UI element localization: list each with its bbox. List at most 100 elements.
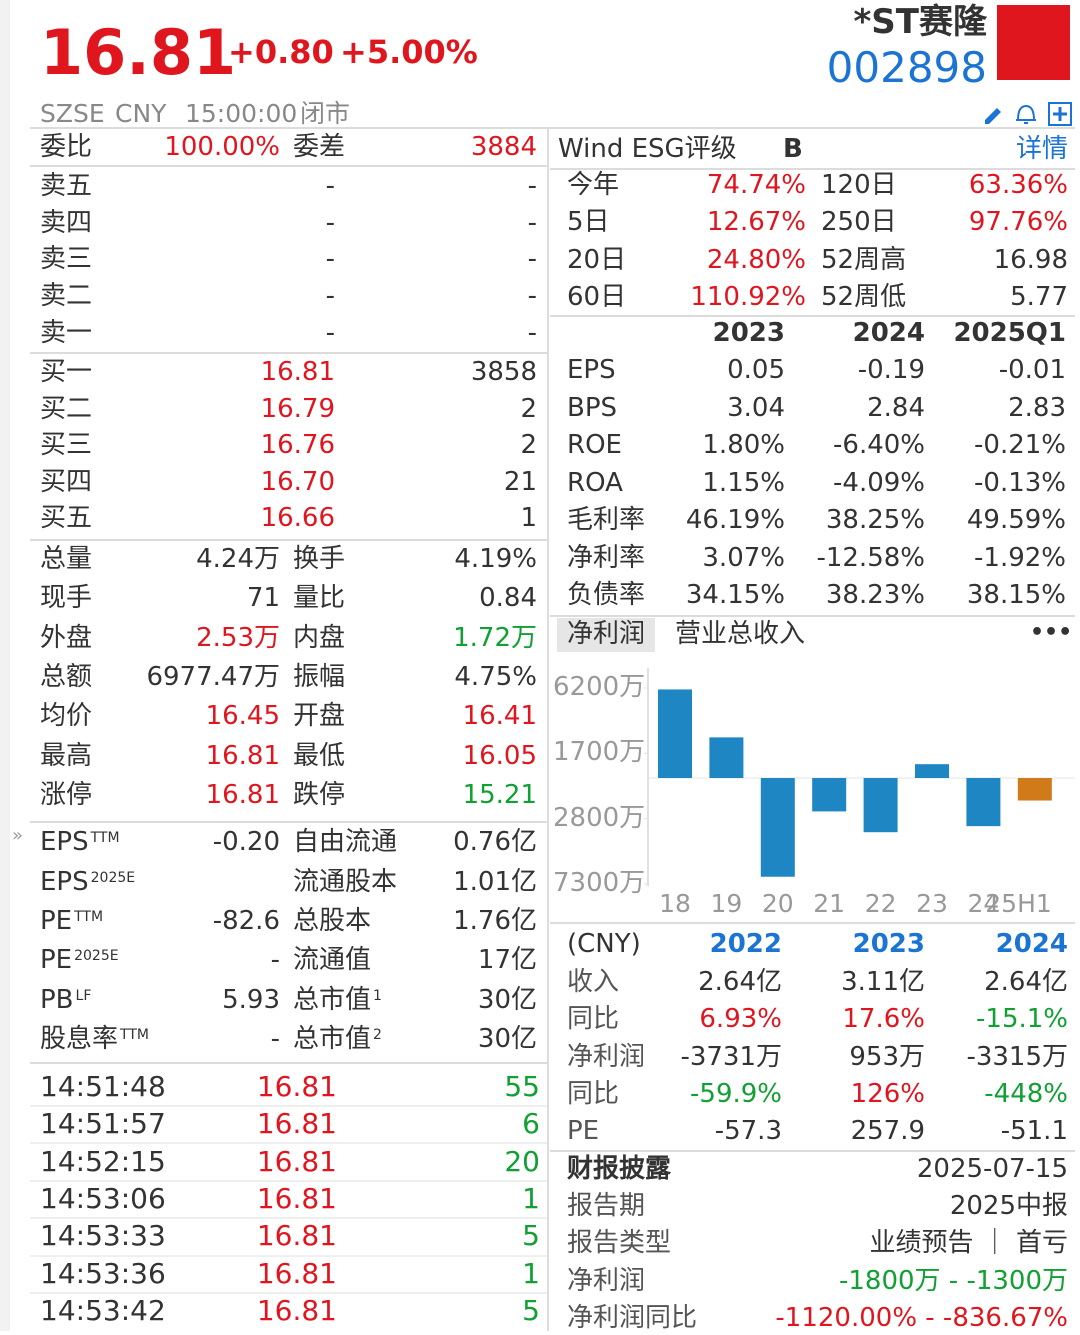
market-info: SZSE (40, 98, 105, 128)
text: 最低 (293, 740, 346, 771)
text: 委比 (40, 132, 93, 163)
text: - (270, 945, 280, 976)
market-info: 15:00:00 (185, 98, 298, 128)
market-info: CNY (115, 98, 167, 128)
text: 2.83 (1008, 392, 1066, 423)
text: -4.09% (833, 467, 925, 498)
more-icon[interactable]: ••• (1030, 620, 1073, 645)
text: 5.93 (222, 984, 280, 1015)
divider (547, 128, 549, 1331)
edit-icon[interactable] (985, 108, 1001, 124)
text: - (527, 280, 537, 311)
x-tick-label: 25H1 (985, 888, 1052, 918)
text: 97.76% (968, 207, 1068, 238)
x-tick-label: 22 (864, 888, 897, 918)
text: 17亿 (477, 945, 537, 976)
text: 16.05 (462, 740, 537, 771)
text: 16.45 (205, 701, 280, 732)
alert-icon[interactable] (1016, 104, 1036, 124)
text: 953万 (849, 1041, 925, 1072)
text: - (325, 317, 335, 348)
text: - (325, 207, 335, 238)
text: 2025-07-15 (916, 1154, 1068, 1185)
divider (550, 615, 1075, 617)
text: 买一 (40, 357, 93, 388)
text: 6977.47万 (146, 662, 280, 692)
text: 38.15% (966, 580, 1066, 611)
text: 14:53:42 (40, 1294, 166, 1328)
text: 卖五 (40, 171, 93, 202)
text: 74.74% (706, 170, 806, 201)
text: 12.67% (706, 207, 806, 238)
text: - (325, 171, 335, 202)
text: 买五 (40, 503, 93, 534)
text: - (527, 207, 537, 238)
tab[interactable]: 营业总收入 (675, 619, 806, 650)
text: -57.3 (714, 1116, 782, 1147)
divider (30, 1062, 547, 1064)
bar (863, 778, 898, 833)
text: 52周高 (821, 244, 907, 275)
text: -0.19 (857, 355, 925, 386)
text: 净利润 (567, 1265, 646, 1296)
add-icon[interactable] (1048, 102, 1072, 126)
text: 自由流通 (293, 827, 398, 858)
text: 2025Q1 (953, 318, 1066, 349)
text: 2025中报 (949, 1191, 1068, 1222)
text: 流通值 (293, 945, 372, 976)
text: 14:52:15 (40, 1144, 166, 1178)
text: 2024 (995, 929, 1068, 960)
text: 量比 (293, 583, 346, 614)
text: 21 (503, 466, 537, 497)
text: 100.00% (164, 132, 280, 163)
text: - (270, 1024, 280, 1055)
bar (709, 737, 744, 779)
text: 5日 (567, 207, 610, 238)
text: PB LF (40, 984, 92, 1015)
superscript: TTM (74, 908, 104, 925)
text: 业绩预告 ｜ 首亏 (869, 1228, 1068, 1259)
text: 总市值 2 (293, 1024, 382, 1055)
text: 买二 (40, 393, 93, 424)
text: -0.20 (212, 827, 280, 858)
text: 16.81 (256, 1256, 337, 1290)
divider (30, 539, 547, 541)
price: 16.81 (40, 15, 237, 89)
superscript: 1 (373, 987, 382, 1004)
text: 均价 (40, 701, 93, 732)
side-strip (0, 0, 10, 1331)
x-tick-label: 18 (659, 888, 691, 918)
text: -3731万 (680, 1041, 782, 1072)
bar (966, 778, 1001, 827)
text: -82.6 (212, 905, 280, 936)
text: 38.25% (825, 505, 925, 536)
text: 跌停 (293, 779, 346, 810)
divider (30, 127, 1075, 129)
text: 16.81 (256, 1182, 337, 1215)
text: 3.04 (727, 392, 785, 423)
text: 1.01亿 (453, 866, 537, 897)
text: 毛利率 (567, 505, 646, 536)
tab[interactable]: 净利润 (557, 618, 656, 652)
detail-link[interactable]: 详情 (1015, 134, 1068, 165)
text: 2022 (709, 929, 782, 960)
expand-icon[interactable]: » (12, 825, 24, 846)
text: 250日 (821, 207, 897, 238)
text: 2.64亿 (698, 967, 782, 998)
x-tick-label: 21 (813, 888, 846, 918)
superscript: 2025E (90, 869, 136, 886)
text: 3.07% (702, 542, 785, 573)
divider (30, 1179, 547, 1182)
text: 2.53万 (196, 622, 280, 653)
trade-button[interactable] (997, 5, 1070, 80)
text: 2024 (852, 318, 925, 349)
superscript: TTM (90, 830, 120, 847)
text: 16.70 (260, 466, 335, 497)
text: (CNY) (567, 929, 641, 960)
change-pct: +5.00% (340, 33, 478, 72)
text: 16.66 (260, 503, 335, 534)
text: 0.76亿 (453, 827, 537, 858)
text: 最高 (40, 740, 93, 771)
text: -15.1% (976, 1004, 1068, 1035)
